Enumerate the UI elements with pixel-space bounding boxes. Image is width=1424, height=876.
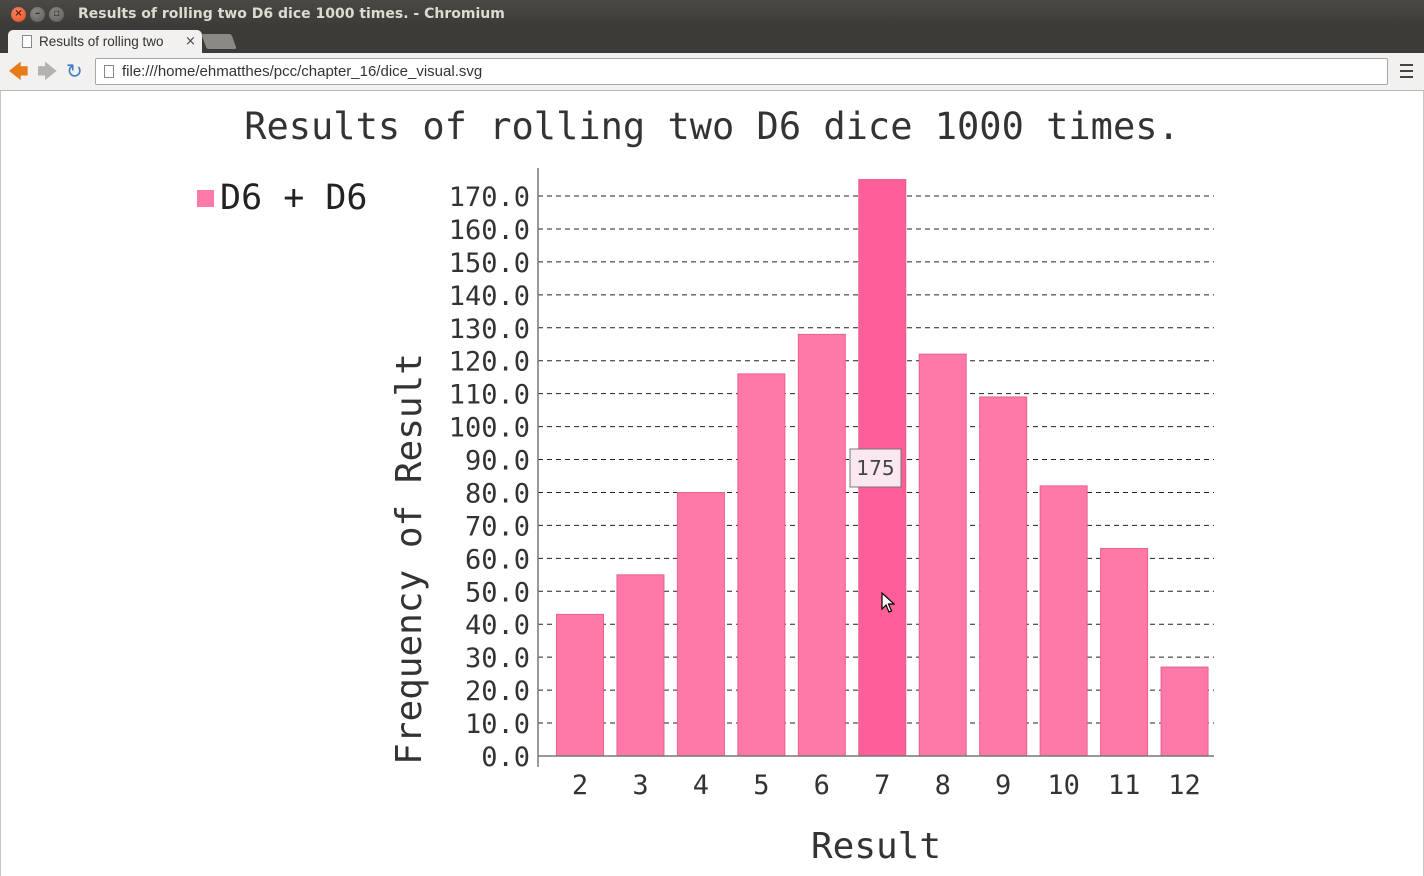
y-tick-label: 0.0 (481, 742, 530, 773)
tooltip-value: 175 (856, 456, 894, 480)
tab-strip: Results of rolling two × (0, 28, 1424, 53)
y-tick-label: 20.0 (465, 676, 530, 707)
window-title: Results of rolling two D6 dice 1000 time… (78, 6, 505, 22)
bar-8[interactable] (918, 353, 967, 757)
tooltip: 175 (849, 448, 902, 488)
bar-4[interactable] (676, 491, 725, 757)
y-tick-label: 50.0 (465, 577, 530, 608)
url-text[interactable]: file:///home/ehmatthes/pcc/chapter_16/di… (122, 63, 483, 80)
browser-toolbar: 🡄 🡆 ↻ file:///home/ehmatthes/pcc/chapter… (0, 53, 1424, 91)
new-tab-button[interactable] (201, 34, 237, 49)
bars (556, 179, 1209, 757)
window-title-bar: × – ▫ Results of rolling two D6 dice 100… (0, 0, 1424, 28)
bar-2[interactable] (556, 613, 604, 757)
x-tick-label: 12 (1168, 770, 1201, 801)
tab-close-icon[interactable]: × (185, 34, 196, 49)
back-arrow-icon[interactable]: 🡄 (8, 59, 29, 83)
x-tick-label: 6 (814, 770, 830, 801)
y-axis-label: Frequency of Result (389, 353, 430, 765)
x-axis-label: Result (811, 826, 941, 867)
y-tick-label: 150.0 (449, 248, 530, 279)
x-tick-label: 11 (1108, 770, 1141, 801)
tab-active[interactable]: Results of rolling two × (8, 30, 202, 53)
bar-10[interactable] (1039, 485, 1088, 757)
x-tick-label: 2 (572, 770, 588, 801)
y-tick-label: 10.0 (465, 709, 530, 740)
reload-icon[interactable]: ↻ (66, 59, 83, 83)
y-tick-label: 70.0 (465, 511, 530, 542)
x-tick-label: 10 (1047, 770, 1080, 801)
x-tick-label: 5 (753, 770, 769, 801)
x-tick-label: 7 (874, 770, 890, 801)
bar-chart: Results of rolling two D6 dice 1000 time… (197, 105, 1214, 867)
y-tick-label: 90.0 (465, 446, 530, 477)
forward-arrow-icon[interactable]: 🡆 (37, 59, 58, 83)
y-tick-label: 80.0 (465, 478, 530, 509)
y-tick-label: 60.0 (465, 544, 530, 575)
y-tick-label: 30.0 (465, 643, 530, 674)
page-icon (104, 65, 114, 78)
window-maximize-button[interactable]: ▫ (49, 6, 64, 22)
bar-9[interactable] (979, 396, 1028, 757)
x-tick-label: 9 (995, 770, 1011, 801)
bar-5[interactable] (737, 373, 786, 757)
y-axis-ticks: 0.010.020.030.040.050.060.070.080.090.01… (449, 182, 530, 773)
page-icon (22, 35, 32, 48)
y-tick-label: 140.0 (449, 281, 530, 312)
bar-6[interactable] (797, 333, 846, 757)
x-tick-label: 3 (632, 770, 648, 801)
legend-label: D6 + D6 (220, 178, 368, 218)
window-close-button[interactable]: × (11, 6, 26, 22)
y-tick-label: 130.0 (449, 314, 530, 345)
window-minimize-button[interactable]: – (30, 6, 45, 22)
bar-3[interactable] (616, 574, 665, 757)
bar-11[interactable] (1100, 547, 1149, 757)
y-tick-label: 170.0 (449, 182, 530, 213)
tab-label: Results of rolling two (39, 34, 164, 49)
y-tick-label: 110.0 (449, 380, 530, 411)
window-controls: × – ▫ (11, 6, 64, 22)
x-axis-ticks: 2 3 4 5 6 7 8 9 10 11 12 (572, 770, 1201, 801)
y-tick-label: 120.0 (449, 347, 530, 378)
legend-swatch (197, 190, 214, 207)
mouse-cursor-icon (881, 592, 895, 613)
menu-icon[interactable] (1400, 64, 1413, 78)
page-content: Results of rolling two D6 dice 1000 time… (0, 91, 1424, 876)
y-tick-label: 40.0 (465, 610, 530, 641)
address-bar[interactable]: file:///home/ehmatthes/pcc/chapter_16/di… (95, 58, 1388, 85)
y-tick-label: 160.0 (449, 215, 530, 246)
bar-12[interactable] (1160, 666, 1209, 757)
y-tick-label: 100.0 (449, 413, 530, 444)
tooltip-box (849, 448, 902, 488)
x-tick-label: 4 (693, 770, 709, 801)
chart-title: Results of rolling two D6 dice 1000 time… (244, 105, 1180, 148)
x-tick-label: 8 (935, 770, 951, 801)
